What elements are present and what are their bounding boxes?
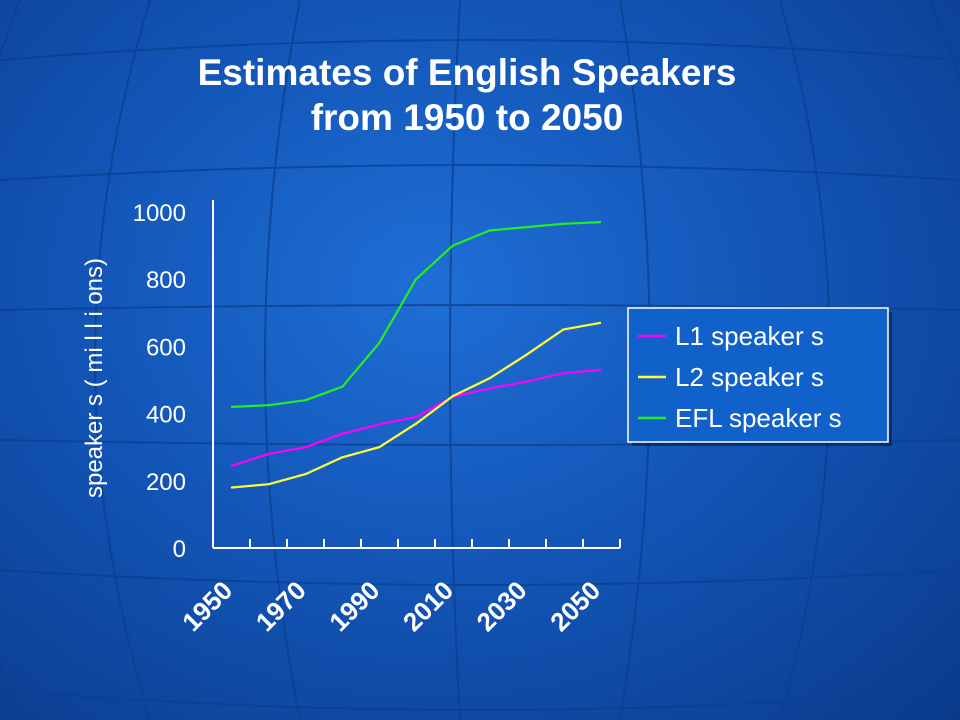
data-point [488, 229, 491, 232]
data-point [488, 377, 491, 380]
legend-label: L2 speaker s [675, 362, 824, 392]
data-point [230, 486, 234, 489]
data-point [304, 472, 307, 476]
data-point [562, 222, 565, 225]
data-point [267, 404, 270, 407]
legend-label: L1 speaker s [675, 321, 824, 351]
data-point [267, 482, 270, 486]
data-point [378, 446, 381, 449]
data-point [304, 446, 307, 449]
data-point [341, 456, 344, 459]
x-tick-label: 1990 [323, 575, 385, 637]
data-point [598, 368, 602, 372]
data-point [230, 464, 234, 467]
y-axis-title: speaker s ( mi l l i ons) [81, 258, 108, 498]
series-line-2 [231, 321, 601, 489]
data-point [598, 321, 602, 325]
x-tick-label: 1970 [250, 575, 312, 637]
data-point [562, 372, 565, 375]
data-point [451, 244, 454, 247]
x-tick-label: 2050 [544, 575, 606, 637]
data-point [414, 415, 418, 419]
y-tick-label: 800 [146, 267, 186, 294]
data-point [304, 398, 307, 402]
legend-entries: L1 speaker s L2 speaker s EFL speaker s [638, 321, 842, 433]
data-point [562, 328, 565, 331]
series-line-3 [231, 221, 601, 408]
data-point [525, 380, 528, 383]
x-tick-label: 2010 [397, 575, 459, 637]
y-tick-label: 400 [146, 402, 186, 429]
x-axis: 1950 1970 1990 2010 2030 2050 [176, 539, 621, 637]
chart-title-line-1: Estimates of English Speakers [198, 52, 737, 93]
legend-box [627, 307, 889, 443]
data-point [451, 394, 454, 398]
data-point [525, 353, 528, 356]
y-tick-label: 200 [146, 469, 186, 496]
legend-label: EFL speaker s [675, 403, 842, 433]
x-tick-label: 2030 [471, 575, 533, 637]
x-tick-label: 1950 [176, 575, 238, 637]
y-tick-label: 0 [173, 536, 186, 563]
data-point [267, 452, 270, 456]
data-point [341, 432, 344, 435]
data-point [230, 405, 234, 409]
series-lines [230, 220, 602, 489]
chart-title-line-2: from 1950 to 2050 [311, 97, 624, 138]
data-point [488, 387, 491, 390]
data-point [598, 220, 602, 224]
data-point [525, 225, 528, 229]
y-axis: 0 200 400 600 800 1000 [133, 200, 214, 563]
data-point [378, 341, 381, 345]
data-point [414, 278, 418, 281]
data-point [414, 422, 418, 425]
data-point [378, 423, 381, 426]
y-tick-label: 1000 [133, 200, 186, 227]
y-tick-label: 600 [146, 334, 186, 361]
legend: L1 speaker s L2 speaker s EFL speaker s [627, 307, 892, 446]
data-point [341, 385, 344, 388]
